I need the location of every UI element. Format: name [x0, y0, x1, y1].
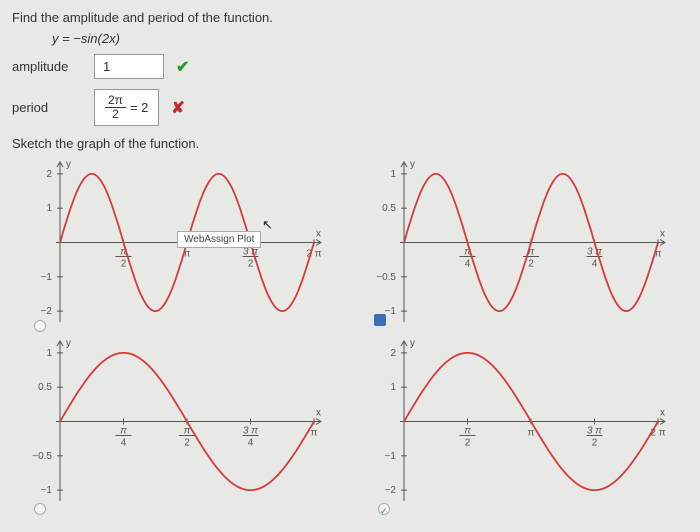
- period-fraction: 2π 2: [105, 94, 126, 121]
- graph-bl[interactable]: yx10.5−0.5−1π4π23 π4π: [12, 334, 344, 509]
- period-input[interactable]: 2π 2 = 2: [94, 89, 159, 126]
- svg-text:y: y: [410, 159, 415, 170]
- svg-text:2: 2: [592, 438, 598, 449]
- period-label: period: [12, 100, 82, 115]
- svg-text:2: 2: [121, 259, 127, 270]
- graph-radio-br[interactable]: [378, 503, 390, 515]
- svg-text:−0.5: −0.5: [32, 451, 52, 462]
- graph-tl[interactable]: yx21−1−2π2π3 π22 π WebAssign Plot ↖: [12, 155, 344, 330]
- graph-radio-tl[interactable]: [34, 320, 46, 332]
- period-equals: = 2: [130, 100, 148, 115]
- sketch-prompt: Sketch the graph of the function.: [12, 136, 688, 151]
- svg-text:1: 1: [46, 204, 52, 215]
- svg-text:2: 2: [46, 169, 52, 180]
- graph-tr[interactable]: yx10.5−0.5−1π4π23 π4π: [356, 155, 688, 330]
- graph-grid: yx21−1−2π2π3 π22 π WebAssign Plot ↖ yx10…: [12, 155, 688, 509]
- svg-text:3 π: 3 π: [243, 247, 258, 258]
- amplitude-label: amplitude: [12, 59, 82, 74]
- svg-text:π: π: [311, 428, 318, 439]
- svg-text:0.5: 0.5: [38, 383, 52, 394]
- selection-marker-icon: [374, 314, 386, 326]
- equation: y = −sin(2x): [52, 31, 688, 46]
- svg-text:x: x: [660, 229, 665, 240]
- graph-br[interactable]: yx21−1−2π2π3 π22 π: [356, 334, 688, 509]
- graph-radio-bl[interactable]: [34, 503, 46, 515]
- svg-text:2: 2: [528, 259, 534, 270]
- svg-text:2: 2: [184, 438, 190, 449]
- svg-text:4: 4: [465, 259, 471, 270]
- svg-text:−1: −1: [385, 307, 397, 318]
- svg-text:π: π: [464, 426, 471, 437]
- svg-text:x: x: [316, 408, 321, 419]
- svg-text:x: x: [660, 408, 665, 419]
- svg-text:4: 4: [592, 259, 598, 270]
- svg-text:y: y: [66, 338, 71, 349]
- svg-text:1: 1: [390, 383, 396, 394]
- question-prompt: Find the amplitude and period of the fun…: [12, 10, 688, 25]
- svg-text:2: 2: [465, 438, 471, 449]
- svg-text:y: y: [66, 159, 71, 170]
- amplitude-row: amplitude 1 ✔: [12, 54, 688, 79]
- svg-text:3 π: 3 π: [243, 426, 258, 437]
- svg-text:4: 4: [248, 438, 254, 449]
- svg-text:−1: −1: [41, 272, 53, 283]
- svg-text:3 π: 3 π: [587, 426, 602, 437]
- svg-text:x: x: [316, 229, 321, 240]
- cursor-icon: ↖: [262, 217, 273, 233]
- svg-text:1: 1: [390, 169, 396, 180]
- svg-text:−2: −2: [41, 307, 53, 318]
- period-row: period 2π 2 = 2 ✘: [12, 89, 688, 126]
- svg-text:2: 2: [248, 259, 254, 270]
- svg-text:0.5: 0.5: [382, 204, 396, 215]
- amplitude-input[interactable]: 1: [94, 54, 164, 79]
- svg-text:4: 4: [121, 438, 127, 449]
- svg-text:y: y: [410, 338, 415, 349]
- cross-icon: ✘: [171, 98, 184, 118]
- svg-text:1: 1: [46, 348, 52, 359]
- svg-text:2: 2: [390, 348, 396, 359]
- svg-text:−2: −2: [385, 486, 397, 497]
- svg-text:−1: −1: [385, 451, 397, 462]
- svg-text:−1: −1: [41, 486, 53, 497]
- svg-text:π: π: [120, 426, 127, 437]
- svg-text:−0.5: −0.5: [376, 272, 396, 283]
- svg-text:3 π: 3 π: [587, 247, 602, 258]
- check-icon: ✔: [176, 57, 189, 77]
- svg-text:π: π: [528, 428, 535, 439]
